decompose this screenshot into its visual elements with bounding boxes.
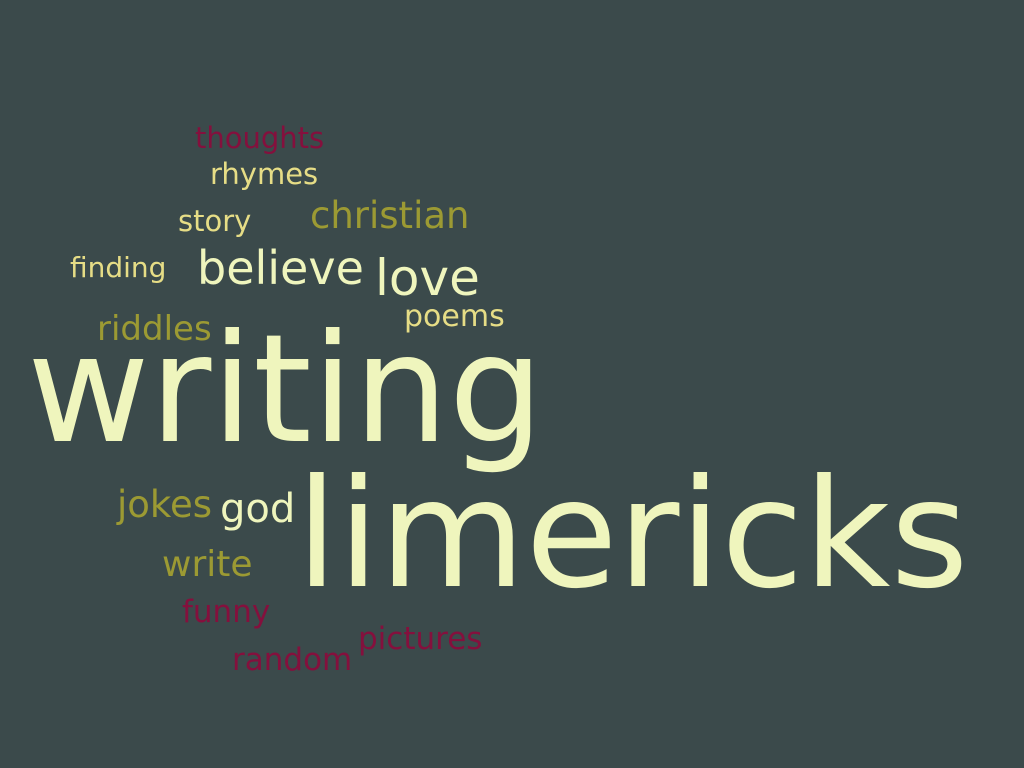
word-limericks: limericks bbox=[296, 448, 969, 622]
word-writing: writing bbox=[27, 303, 544, 477]
word-thoughts: thoughts bbox=[195, 121, 325, 155]
word-riddles: riddles bbox=[97, 309, 212, 349]
word-poems: poems bbox=[404, 299, 505, 334]
word-christian: christian bbox=[310, 194, 470, 237]
word-funny: funny bbox=[182, 594, 271, 630]
word-story: story bbox=[178, 204, 252, 238]
word-rhymes: rhymes bbox=[210, 157, 319, 191]
word-believe: believe bbox=[197, 241, 364, 295]
word-jokes: jokes bbox=[117, 483, 213, 526]
word-finding: finding bbox=[70, 251, 167, 284]
word-random: random bbox=[232, 642, 353, 678]
word-god: god bbox=[220, 486, 296, 532]
word-write: write bbox=[162, 544, 253, 585]
word-pictures: pictures bbox=[358, 621, 483, 657]
word-love: love bbox=[375, 249, 480, 307]
